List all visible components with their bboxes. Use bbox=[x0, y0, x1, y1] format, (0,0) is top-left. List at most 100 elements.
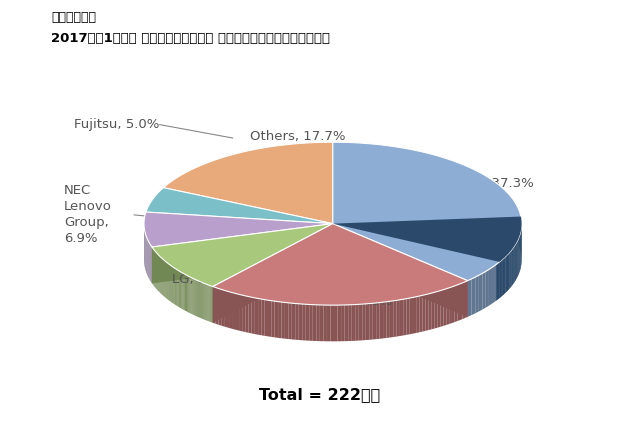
Polygon shape bbox=[472, 277, 476, 315]
Polygon shape bbox=[230, 292, 233, 329]
Polygon shape bbox=[172, 266, 173, 303]
Polygon shape bbox=[255, 298, 258, 335]
Polygon shape bbox=[362, 304, 366, 340]
Polygon shape bbox=[483, 271, 486, 310]
Text: ＜参考資料＞: ＜参考資料＞ bbox=[51, 11, 96, 24]
Polygon shape bbox=[390, 301, 393, 337]
Polygon shape bbox=[426, 294, 429, 331]
Polygon shape bbox=[221, 289, 224, 326]
Polygon shape bbox=[170, 265, 171, 302]
Polygon shape bbox=[175, 268, 176, 305]
Polygon shape bbox=[509, 251, 511, 289]
Polygon shape bbox=[299, 304, 302, 340]
Polygon shape bbox=[169, 265, 170, 301]
Polygon shape bbox=[416, 296, 419, 333]
Polygon shape bbox=[252, 297, 255, 334]
Polygon shape bbox=[245, 296, 248, 333]
Text: Total = 222万台: Total = 222万台 bbox=[259, 388, 381, 403]
Polygon shape bbox=[152, 224, 333, 287]
Polygon shape bbox=[209, 285, 211, 322]
Polygon shape bbox=[213, 224, 468, 305]
Polygon shape bbox=[189, 277, 191, 314]
Polygon shape bbox=[516, 242, 517, 279]
Polygon shape bbox=[201, 282, 202, 319]
Polygon shape bbox=[282, 302, 285, 339]
Polygon shape bbox=[496, 263, 498, 301]
Polygon shape bbox=[489, 268, 492, 306]
Polygon shape bbox=[176, 269, 177, 306]
Polygon shape bbox=[435, 291, 438, 328]
Polygon shape bbox=[511, 248, 513, 286]
Polygon shape bbox=[174, 268, 175, 305]
Polygon shape bbox=[152, 224, 333, 283]
Polygon shape bbox=[165, 261, 166, 298]
Polygon shape bbox=[187, 275, 188, 312]
Polygon shape bbox=[292, 303, 295, 340]
Polygon shape bbox=[513, 245, 515, 284]
Polygon shape bbox=[195, 279, 196, 316]
Polygon shape bbox=[429, 293, 432, 330]
Polygon shape bbox=[495, 263, 498, 302]
Polygon shape bbox=[422, 295, 426, 331]
Polygon shape bbox=[517, 240, 518, 278]
Polygon shape bbox=[511, 248, 513, 286]
Polygon shape bbox=[166, 262, 167, 299]
Polygon shape bbox=[518, 236, 520, 274]
Polygon shape bbox=[507, 254, 508, 291]
Polygon shape bbox=[213, 224, 333, 323]
Polygon shape bbox=[207, 285, 209, 321]
Polygon shape bbox=[463, 282, 465, 319]
Polygon shape bbox=[515, 243, 516, 280]
Polygon shape bbox=[271, 301, 275, 337]
Polygon shape bbox=[400, 299, 403, 336]
Polygon shape bbox=[197, 280, 198, 317]
Polygon shape bbox=[506, 255, 507, 293]
Polygon shape bbox=[289, 303, 292, 340]
Polygon shape bbox=[383, 302, 387, 338]
Polygon shape bbox=[348, 305, 352, 341]
Polygon shape bbox=[184, 274, 185, 311]
Polygon shape bbox=[212, 286, 213, 323]
Polygon shape bbox=[458, 284, 460, 321]
Polygon shape bbox=[419, 295, 422, 332]
Polygon shape bbox=[333, 142, 522, 281]
Polygon shape bbox=[185, 274, 186, 311]
Polygon shape bbox=[173, 268, 174, 304]
Text: Fujitsu, 5.0%: Fujitsu, 5.0% bbox=[74, 118, 159, 131]
Polygon shape bbox=[204, 283, 205, 320]
Polygon shape bbox=[500, 261, 501, 298]
Polygon shape bbox=[508, 253, 509, 290]
Polygon shape bbox=[224, 290, 227, 327]
Text: NEC
Lenovo
Group,
6.9%: NEC Lenovo Group, 6.9% bbox=[64, 184, 112, 245]
Polygon shape bbox=[476, 275, 479, 314]
Polygon shape bbox=[213, 224, 333, 323]
Polygon shape bbox=[502, 258, 504, 296]
Polygon shape bbox=[498, 262, 500, 299]
Polygon shape bbox=[452, 286, 454, 323]
Polygon shape bbox=[236, 294, 239, 331]
Polygon shape bbox=[509, 250, 511, 288]
Polygon shape bbox=[352, 305, 355, 341]
Text: Others, 17.7%: Others, 17.7% bbox=[250, 130, 346, 143]
Polygon shape bbox=[406, 298, 410, 335]
Polygon shape bbox=[295, 303, 299, 340]
Polygon shape bbox=[513, 247, 514, 285]
Polygon shape bbox=[202, 282, 204, 319]
Polygon shape bbox=[180, 271, 181, 308]
Polygon shape bbox=[216, 288, 218, 325]
Polygon shape bbox=[413, 297, 416, 334]
Polygon shape bbox=[313, 305, 316, 341]
Polygon shape bbox=[186, 275, 187, 311]
Polygon shape bbox=[258, 299, 261, 335]
Polygon shape bbox=[517, 238, 518, 277]
Polygon shape bbox=[449, 287, 452, 324]
Polygon shape bbox=[167, 263, 168, 299]
Polygon shape bbox=[334, 305, 337, 341]
Polygon shape bbox=[337, 305, 341, 341]
Polygon shape bbox=[205, 284, 206, 320]
Polygon shape bbox=[265, 299, 268, 337]
Polygon shape bbox=[268, 300, 271, 337]
Polygon shape bbox=[309, 305, 313, 341]
Polygon shape bbox=[200, 282, 201, 318]
Polygon shape bbox=[380, 302, 383, 339]
